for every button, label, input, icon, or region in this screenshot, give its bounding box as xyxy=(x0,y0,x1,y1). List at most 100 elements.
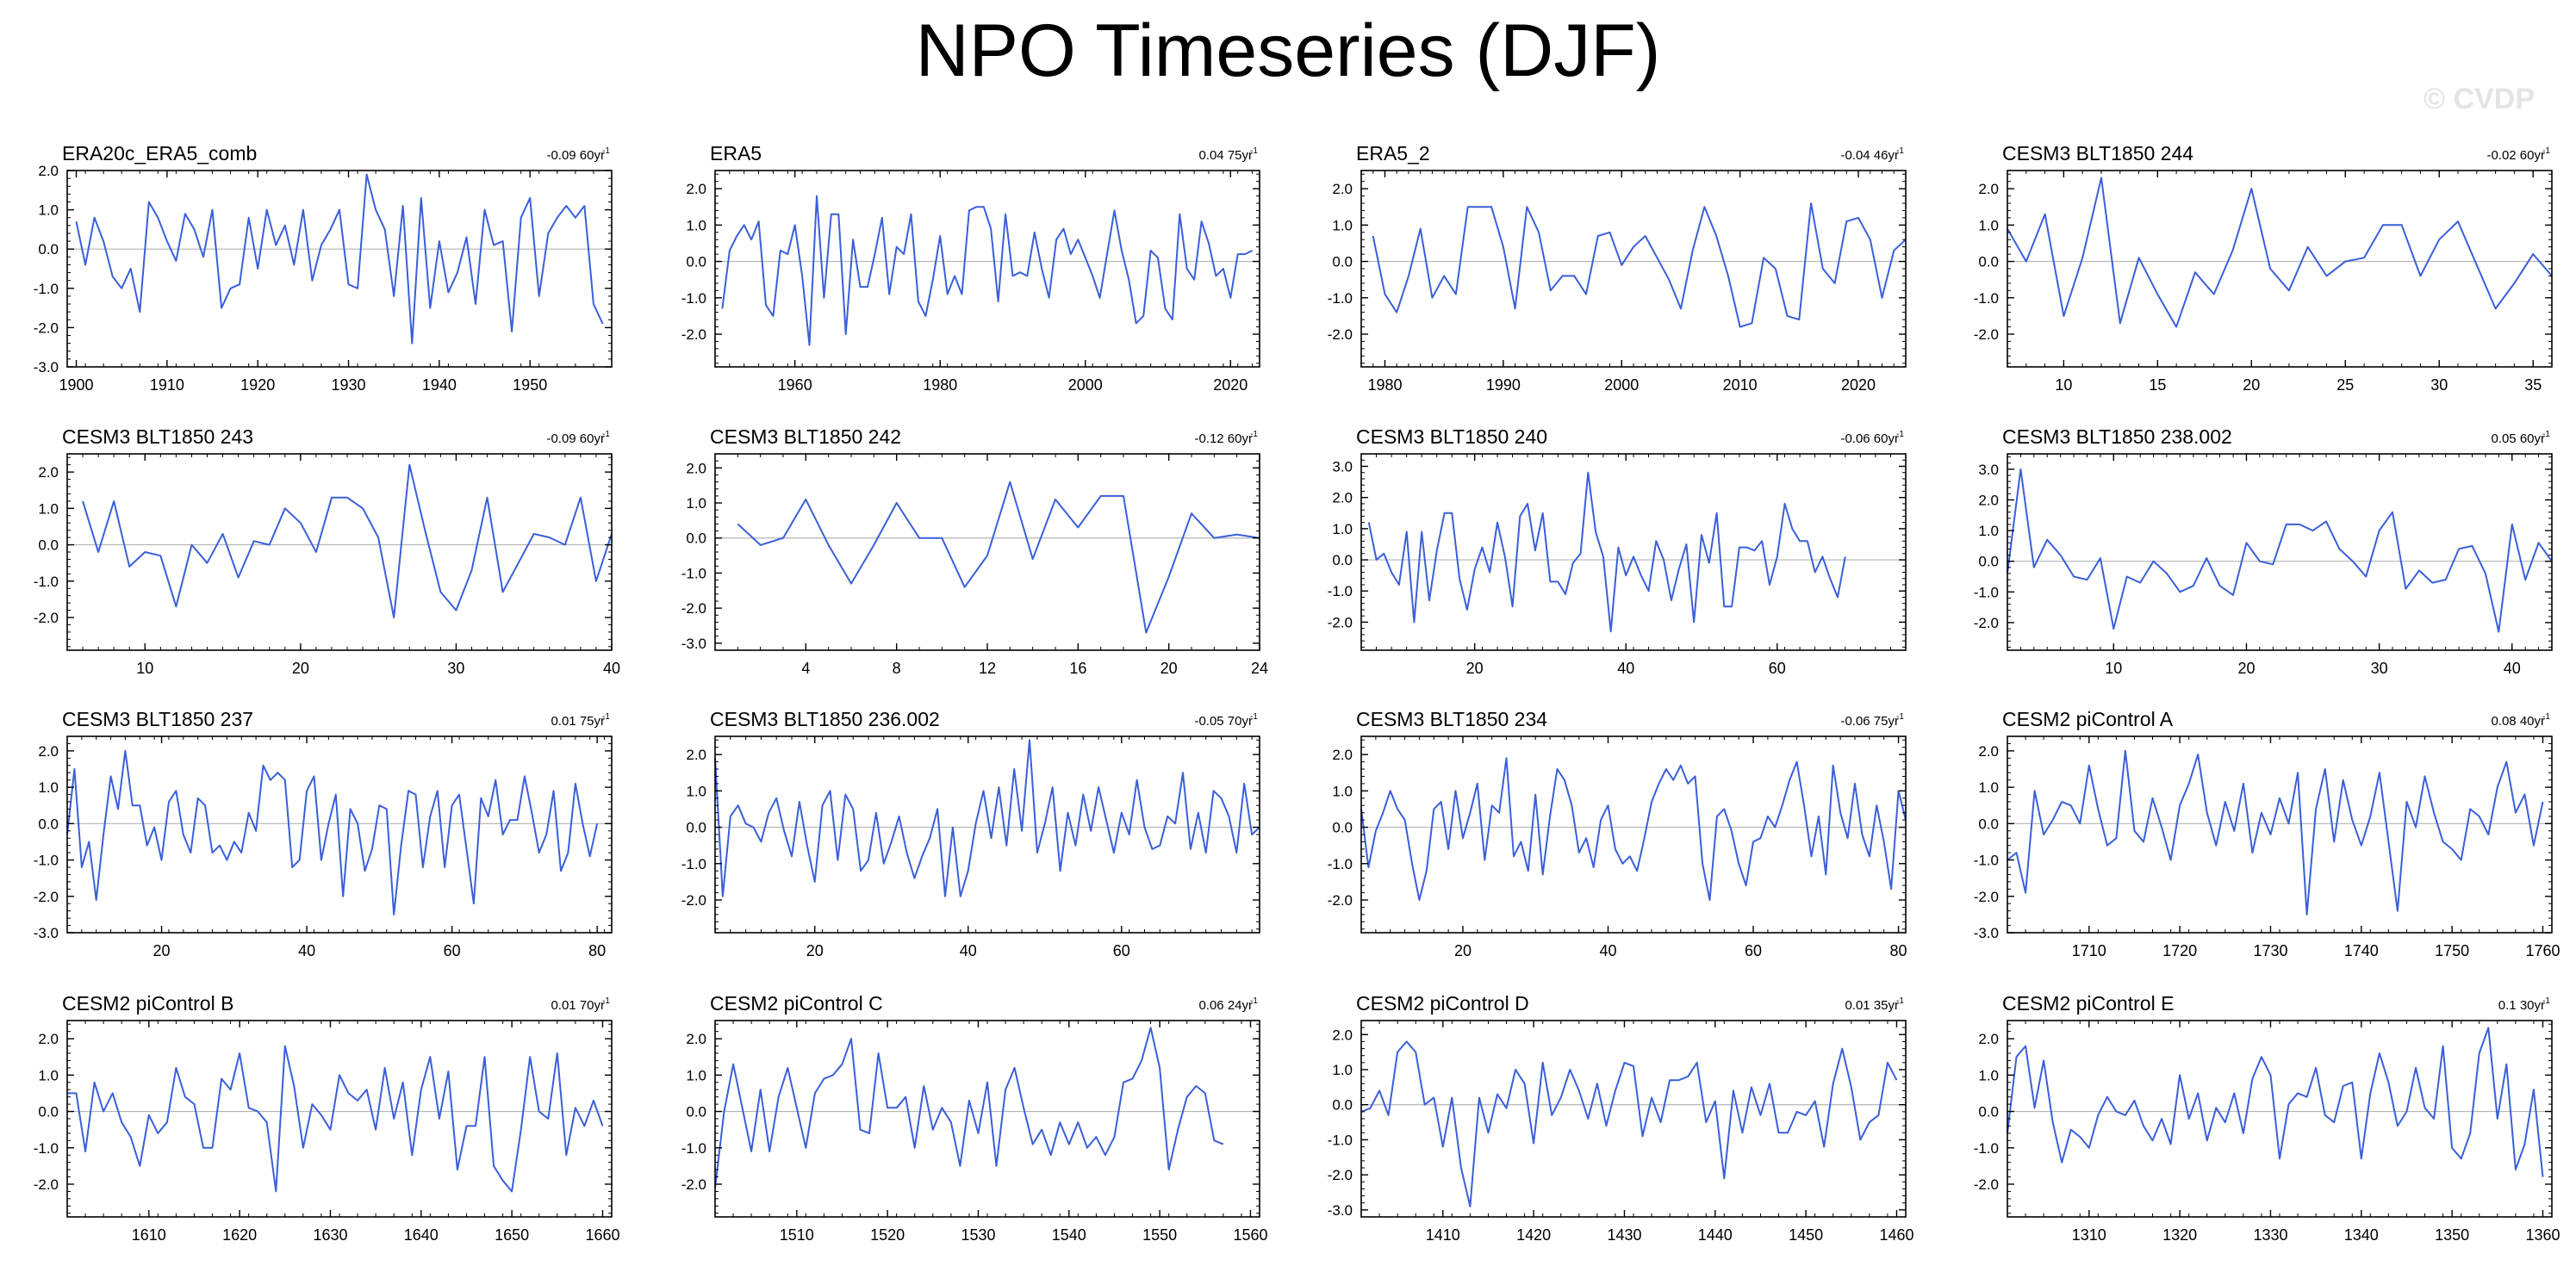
y-tick-label: 1.0 xyxy=(1332,521,1353,537)
x-tick-label: 30 xyxy=(447,660,464,677)
x-tick-label: 1960 xyxy=(778,376,812,394)
y-tick-label: 0.0 xyxy=(686,1104,706,1120)
series-line xyxy=(2007,1027,2544,1177)
y-tick-label: 1.0 xyxy=(686,217,706,233)
x-tick-label: 1930 xyxy=(332,376,366,394)
x-tick-label: 40 xyxy=(1599,942,1616,959)
trend-superscript: -1 xyxy=(2542,430,2550,439)
trend-label: 0.01 75yr xyxy=(551,714,605,729)
panel-10: CESM3 BLT1850 234 -0.06 75yr-1 -2.0 -1.0 0.0… xyxy=(1328,708,1907,959)
series-line xyxy=(2007,177,2553,328)
y-tick-label: 0.0 xyxy=(1978,254,1999,270)
x-tick-label: 35 xyxy=(2524,376,2542,394)
y-tick-label: 2.0 xyxy=(1332,747,1353,763)
panel-12: CESM2 piControl B 0.01 70yr-1 -2.0 -1.0 0.0 1… xyxy=(34,992,620,1244)
y-tick-label: -2.0 xyxy=(34,889,59,905)
x-tick-label: 1310 xyxy=(2072,1226,2106,1244)
y-tick-label: 0.0 xyxy=(1978,1104,1999,1120)
y-tick-label: -1.0 xyxy=(34,281,59,297)
trend-label: 0.05 60yr xyxy=(2491,431,2545,446)
trend-superscript: -1 xyxy=(1896,996,1904,1006)
x-tick-label: 60 xyxy=(1113,942,1130,959)
x-tick-label: 16 xyxy=(1069,660,1086,677)
trend-superscript: -1 xyxy=(1896,146,1904,156)
y-tick-label: 1.0 xyxy=(38,500,59,517)
y-tick-label: -3.0 xyxy=(1328,1202,1353,1219)
panel-title: CESM2 piControl C xyxy=(710,992,883,1015)
panel-title: CESM3 BLT1850 242 xyxy=(710,425,901,448)
x-tick-label: 40 xyxy=(960,942,977,959)
y-tick-label: 0.0 xyxy=(1978,554,1999,570)
panel-title: CESM3 BLT1850 238.002 xyxy=(2002,425,2232,448)
trend-label: 0.08 40yr xyxy=(2491,714,2545,729)
x-tick-label: 40 xyxy=(2504,660,2521,677)
y-tick-label: -2.0 xyxy=(1974,326,1999,343)
panel-title: CESM2 piControl B xyxy=(62,992,233,1015)
x-tick-label: 12 xyxy=(979,660,996,677)
x-tick-label: 1320 xyxy=(2162,1226,2197,1244)
trend-label: 0.04 75yr xyxy=(1198,148,1253,163)
series-line xyxy=(2007,468,2553,633)
x-tick-label: 1900 xyxy=(59,376,94,394)
trend-label: -0.09 60yr xyxy=(546,431,605,446)
y-tick-label: 2.0 xyxy=(686,460,706,476)
y-tick-label: 0.0 xyxy=(38,816,59,832)
x-tick-label: 1460 xyxy=(1879,1226,1913,1244)
x-tick-label: 2000 xyxy=(1604,376,1639,394)
panel-6: CESM3 BLT1850 240 -0.06 60yr-1 -2.0 -1.0 0.0… xyxy=(1328,425,1907,677)
y-tick-label: -1.0 xyxy=(34,1140,59,1157)
plot-frame xyxy=(1360,1020,1907,1218)
trend-superscript: -1 xyxy=(1896,712,1904,722)
y-tick-label: -2.0 xyxy=(1328,1167,1353,1183)
y-tick-label: 0.0 xyxy=(686,820,706,836)
panel-title: ERA5_2 xyxy=(1356,142,1430,164)
y-tick-label: -3.0 xyxy=(1974,925,1999,941)
series-line xyxy=(66,749,599,915)
x-tick-label: 8 xyxy=(893,660,901,677)
x-tick-label: 1710 xyxy=(2072,942,2106,959)
y-tick-label: 1.0 xyxy=(1332,783,1353,799)
series-line xyxy=(1367,471,1846,633)
y-tick-label: 2.0 xyxy=(38,1031,59,1047)
x-tick-label: 1940 xyxy=(422,376,457,394)
y-tick-label: 2.0 xyxy=(686,1031,706,1047)
x-tick-label: 20 xyxy=(2237,660,2255,677)
trend-label: -0.09 60yr xyxy=(546,148,605,163)
x-tick-label: 60 xyxy=(1745,942,1762,959)
y-tick-label: 0.0 xyxy=(1978,816,1999,832)
y-tick-label: -1.0 xyxy=(681,290,706,307)
trend-superscript: -1 xyxy=(2542,146,2550,156)
y-tick-label: -1.0 xyxy=(681,1140,706,1157)
plot-frame xyxy=(2007,170,2553,368)
x-tick-label: 1760 xyxy=(2525,942,2560,959)
y-tick-label: 2.0 xyxy=(38,464,59,481)
trend-superscript: -1 xyxy=(602,996,610,1006)
y-tick-label: 0.0 xyxy=(1332,1097,1353,1114)
panel-1: ERA5 0.04 75yr-1 -2.0 -1.0 0.0 1.0 2.0 1960 1980… xyxy=(681,142,1260,394)
trend-superscript: -1 xyxy=(1250,996,1258,1006)
x-tick-label: 1620 xyxy=(222,1226,257,1244)
y-tick-label: 1.0 xyxy=(1978,217,1999,233)
panel-8: CESM3 BLT1850 237 0.01 75yr-1 -3.0 -2.0 -1.0… xyxy=(34,708,613,959)
plot-frame xyxy=(66,453,613,651)
series-line xyxy=(721,195,1254,346)
x-tick-label: 1740 xyxy=(2344,942,2379,959)
y-tick-label: -3.0 xyxy=(34,359,59,375)
x-tick-label: 80 xyxy=(588,942,606,959)
x-tick-label: 80 xyxy=(1890,942,1907,959)
y-tick-label: 1.0 xyxy=(38,202,59,219)
series-line xyxy=(82,463,613,618)
trend-superscript: -1 xyxy=(1896,430,1904,439)
series-line xyxy=(714,739,1260,897)
y-tick-label: 2.0 xyxy=(1978,743,1999,760)
y-tick-label: -2.0 xyxy=(34,1176,59,1193)
panel-0: ERA20c_ERA5_comb -0.09 60yr-1 -3.0 -2.0 -1.0… xyxy=(34,142,613,394)
panel-title: CESM3 BLT1850 234 xyxy=(1356,708,1547,730)
trend-label: -0.05 70yr xyxy=(1194,714,1253,729)
y-tick-label: 1.0 xyxy=(1332,217,1353,233)
y-tick-label: -1.0 xyxy=(34,853,59,869)
plot-frame xyxy=(714,170,1260,368)
y-tick-label: 2.0 xyxy=(686,181,706,197)
page-title: NPO Timeseries (DJF) xyxy=(915,9,1661,92)
